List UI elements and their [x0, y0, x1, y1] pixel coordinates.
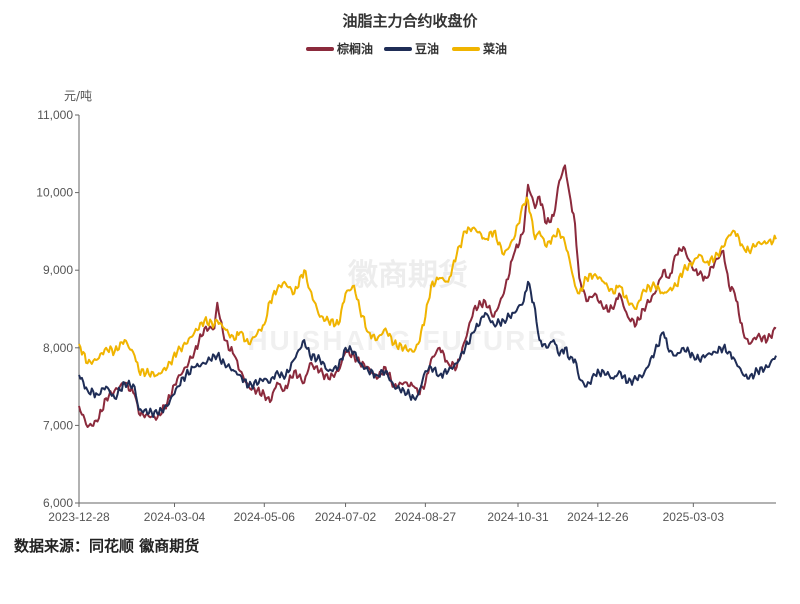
chart-title: 油脂主力合约收盘价	[342, 12, 478, 30]
y-tick-label: 10,000	[36, 186, 73, 200]
x-tick-label: 2024-07-02	[315, 510, 377, 524]
x-tick-label: 2024-12-26	[567, 510, 629, 524]
y-tick-label: 11,000	[37, 108, 73, 122]
x-tick-label: 2025-03-03	[663, 510, 725, 524]
series-line-2	[78, 280, 777, 418]
y-axis-unit-label: 元/吨	[64, 89, 92, 103]
y-tick-label: 6,000	[43, 496, 73, 510]
legend-label: 棕榈油	[336, 41, 373, 56]
watermark-cn: 徽商期货	[347, 258, 468, 293]
y-axis-ticks: 6,000 7,000 8,000 9,000 10,000 11,000	[36, 108, 79, 510]
x-axis-ticks: 2023-12-28 2024-03-04 2024-05-06 2024-07-02…	[48, 503, 724, 524]
y-tick-label: 8,000	[43, 341, 73, 355]
y-tick-label: 7,000	[43, 418, 73, 432]
x-tick-label: 2024-10-31	[487, 510, 549, 524]
legend-label: 菜油	[482, 41, 507, 56]
series-lines	[78, 164, 777, 428]
legend-label: 豆油	[415, 41, 439, 56]
series-line-1	[78, 164, 777, 428]
x-tick-label: 2024-05-06	[234, 510, 296, 524]
x-tick-label: 2023-12-28	[48, 510, 110, 524]
x-tick-label: 2024-03-04	[144, 510, 206, 524]
x-tick-label: 2024-08-27	[395, 510, 457, 524]
legend: 棕榈油 豆油 菜油	[306, 41, 507, 56]
y-tick-label: 9,000	[43, 263, 73, 277]
series-line-3	[78, 196, 777, 378]
data-source-label: 数据来源：同花顺 徽商期货	[14, 537, 199, 555]
